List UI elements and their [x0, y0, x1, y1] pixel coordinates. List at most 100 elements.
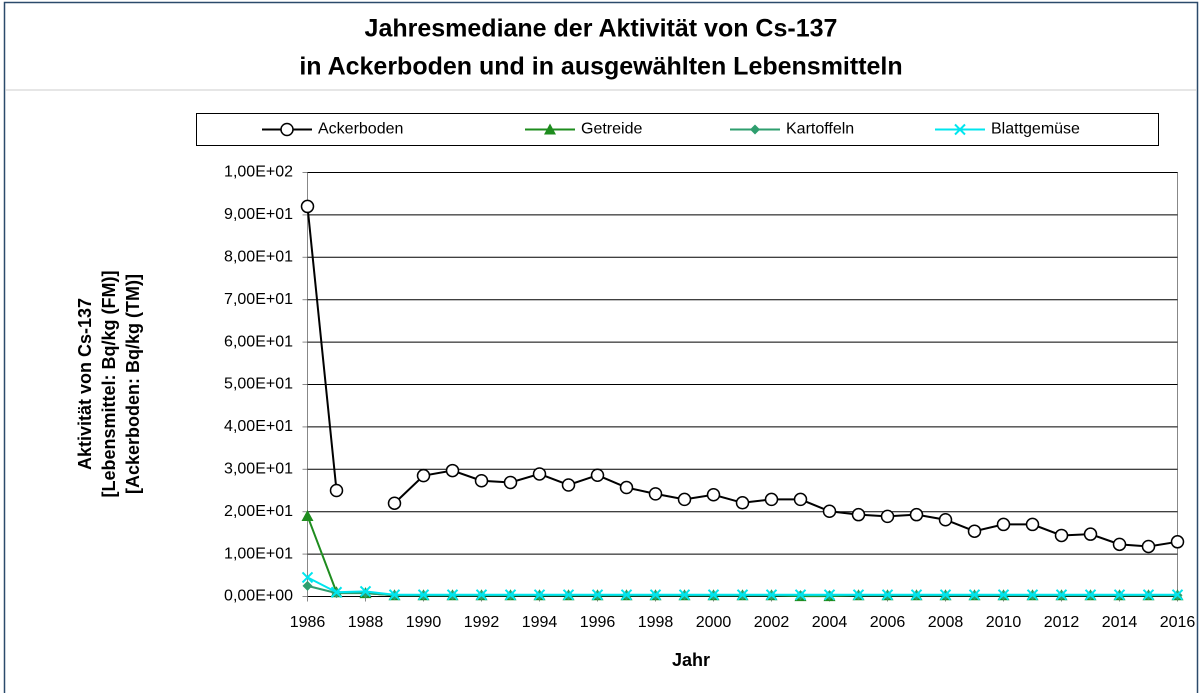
marker	[793, 492, 808, 507]
marker	[649, 589, 662, 601]
marker	[475, 589, 488, 601]
series-line	[306, 206, 1178, 548]
marker	[939, 589, 952, 601]
y-tick-label: 6,00E+01	[224, 333, 293, 350]
y-tick-label: 8,00E+01	[224, 249, 293, 266]
x-tick-label: 2014	[1102, 614, 1138, 631]
y-tick-label: 3,00E+01	[224, 461, 293, 478]
x-tick-label: 2008	[928, 614, 964, 631]
y-tick-label: 4,00E+01	[224, 418, 293, 435]
y-tick-label: 7,00E+01	[224, 291, 293, 308]
marker	[967, 524, 982, 538]
marker	[503, 475, 518, 490]
marker	[329, 483, 344, 498]
marker	[301, 509, 314, 521]
y-axis-title-line: [Ackerboden: Bq/kg (TM)]	[123, 274, 143, 494]
marker	[1025, 517, 1040, 532]
marker	[474, 473, 489, 488]
marker	[822, 504, 837, 519]
x-tick-label: 2012	[1044, 614, 1080, 631]
x-tick-label: 1990	[406, 614, 442, 631]
y-axis-title-line: Aktivität von Cs-137	[75, 298, 95, 470]
marker	[706, 487, 721, 502]
x-tick-label: 1988	[348, 614, 384, 631]
marker	[1141, 539, 1156, 554]
marker	[910, 589, 923, 601]
x-tick-label: 2000	[696, 614, 732, 631]
x-tick-label: 1994	[522, 614, 558, 631]
marker	[445, 463, 460, 478]
x-tick-label: 1996	[580, 614, 616, 631]
legend-label: Blattgemüse	[991, 121, 1080, 138]
y-axis-title-line: [Lebensmittel: Bq/kg (FM)]	[99, 271, 119, 498]
marker	[417, 589, 430, 601]
marker	[996, 517, 1011, 532]
marker	[881, 589, 894, 601]
y-tick-label: 2,00E+01	[224, 503, 293, 520]
marker	[823, 589, 836, 601]
x-tick-label: 1986	[290, 614, 326, 631]
x-tick-label: 1992	[464, 614, 500, 631]
marker	[764, 492, 779, 507]
marker	[677, 492, 692, 507]
marker	[736, 589, 749, 601]
marker	[387, 496, 402, 510]
marker	[1055, 589, 1068, 601]
x-tick-label: 2016	[1160, 614, 1196, 631]
marker	[938, 513, 953, 527]
y-tick-label: 1,00E+02	[224, 164, 293, 181]
x-tick-label: 2002	[754, 614, 790, 631]
marker	[794, 589, 807, 601]
marker	[301, 571, 314, 584]
marker	[416, 468, 431, 483]
marker	[359, 585, 372, 598]
marker	[1113, 589, 1126, 601]
marker	[851, 507, 866, 522]
marker	[678, 589, 691, 601]
y-tick-label: 0,00E+00	[224, 588, 293, 605]
marker	[909, 507, 924, 522]
x-tick-label: 1998	[638, 614, 674, 631]
legend-label: Getreide	[581, 121, 642, 138]
marker	[1083, 527, 1098, 541]
marker	[1170, 535, 1185, 549]
y-tick-label: 5,00E+01	[224, 376, 293, 393]
x-tick-label: 2006	[870, 614, 906, 631]
marker	[880, 509, 895, 524]
marker	[590, 468, 605, 482]
marker	[446, 589, 459, 601]
y-tick-label: 1,00E+01	[224, 545, 293, 562]
legend-marker	[280, 122, 294, 137]
marker	[300, 199, 315, 214]
legend-label: Ackerboden	[318, 121, 403, 138]
legend-label: Kartoffeln	[786, 121, 854, 138]
marker	[561, 478, 576, 492]
marker	[504, 589, 517, 601]
legend-marker	[544, 123, 556, 135]
legend	[196, 113, 1159, 146]
x-tick-label: 2010	[986, 614, 1022, 631]
legend-marker	[750, 124, 760, 135]
chart-title: in Ackerboden und in ausgewählten Lebens…	[299, 53, 902, 81]
chart-title: Jahresmediane der Aktivität von Cs-137	[365, 15, 838, 43]
x-axis-title: Jahr	[672, 650, 710, 670]
marker	[619, 480, 634, 495]
marker	[852, 589, 865, 601]
legend-marker	[954, 123, 966, 136]
marker	[1026, 589, 1039, 601]
marker	[968, 589, 981, 601]
y-axis-title: Aktivität von Cs-137 [Lebensmittel: Bq/k…	[75, 271, 143, 498]
y-tick-label: 9,00E+01	[224, 206, 293, 223]
marker	[388, 589, 401, 601]
marker	[1171, 589, 1184, 601]
marker	[302, 580, 313, 591]
marker	[997, 589, 1010, 601]
marker	[533, 589, 546, 601]
marker	[1054, 528, 1069, 543]
marker	[562, 589, 575, 601]
marker	[330, 586, 343, 598]
x-tick-label: 2004	[812, 614, 848, 631]
marker	[1142, 589, 1155, 601]
marker	[1112, 537, 1127, 552]
